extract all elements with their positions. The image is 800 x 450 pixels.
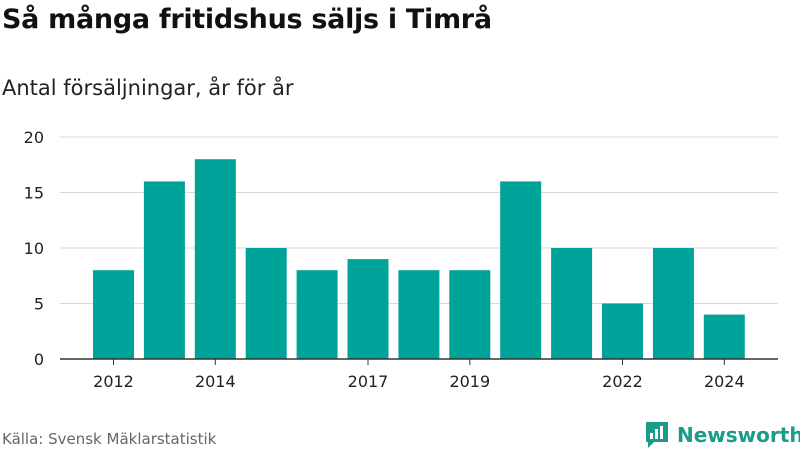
bar	[500, 181, 542, 359]
brand-name: Newsworthy	[677, 423, 800, 447]
newsworthy-logo-icon	[646, 422, 668, 448]
bar	[652, 248, 694, 359]
x-tick-label: 2019	[449, 372, 490, 391]
x-tick-label: 2024	[704, 372, 745, 391]
y-tick-label: 5	[34, 295, 44, 314]
y-tick-label: 0	[34, 350, 44, 369]
x-tick-label: 2014	[195, 372, 236, 391]
bar	[703, 314, 745, 359]
bar	[296, 270, 338, 359]
source-note: Källa: Svensk Mäklarstatistik	[2, 430, 217, 448]
bar	[143, 181, 185, 359]
x-tick-label: 2017	[348, 372, 389, 391]
bar	[194, 159, 236, 359]
y-tick-label: 15	[24, 184, 44, 203]
chart-title: Så många fritidshus säljs i Timrå	[2, 4, 492, 35]
x-tick-label: 2012	[93, 372, 134, 391]
bar	[551, 248, 593, 359]
bar	[449, 270, 491, 359]
y-tick-label: 10	[24, 239, 44, 258]
bar	[398, 270, 440, 359]
chart-subtitle: Antal försäljningar, år för år	[2, 76, 294, 100]
bar	[245, 248, 287, 359]
bar	[347, 259, 389, 359]
bar	[602, 303, 643, 359]
brand-logo: Newsworthy	[644, 420, 800, 450]
x-tick-label: 2022	[602, 372, 643, 391]
bar	[93, 270, 134, 359]
bar-chart: 0 5 10 15 20 2012 2014 2017 2019 2022 2024	[24, 128, 778, 391]
y-tick-label: 20	[24, 128, 44, 147]
